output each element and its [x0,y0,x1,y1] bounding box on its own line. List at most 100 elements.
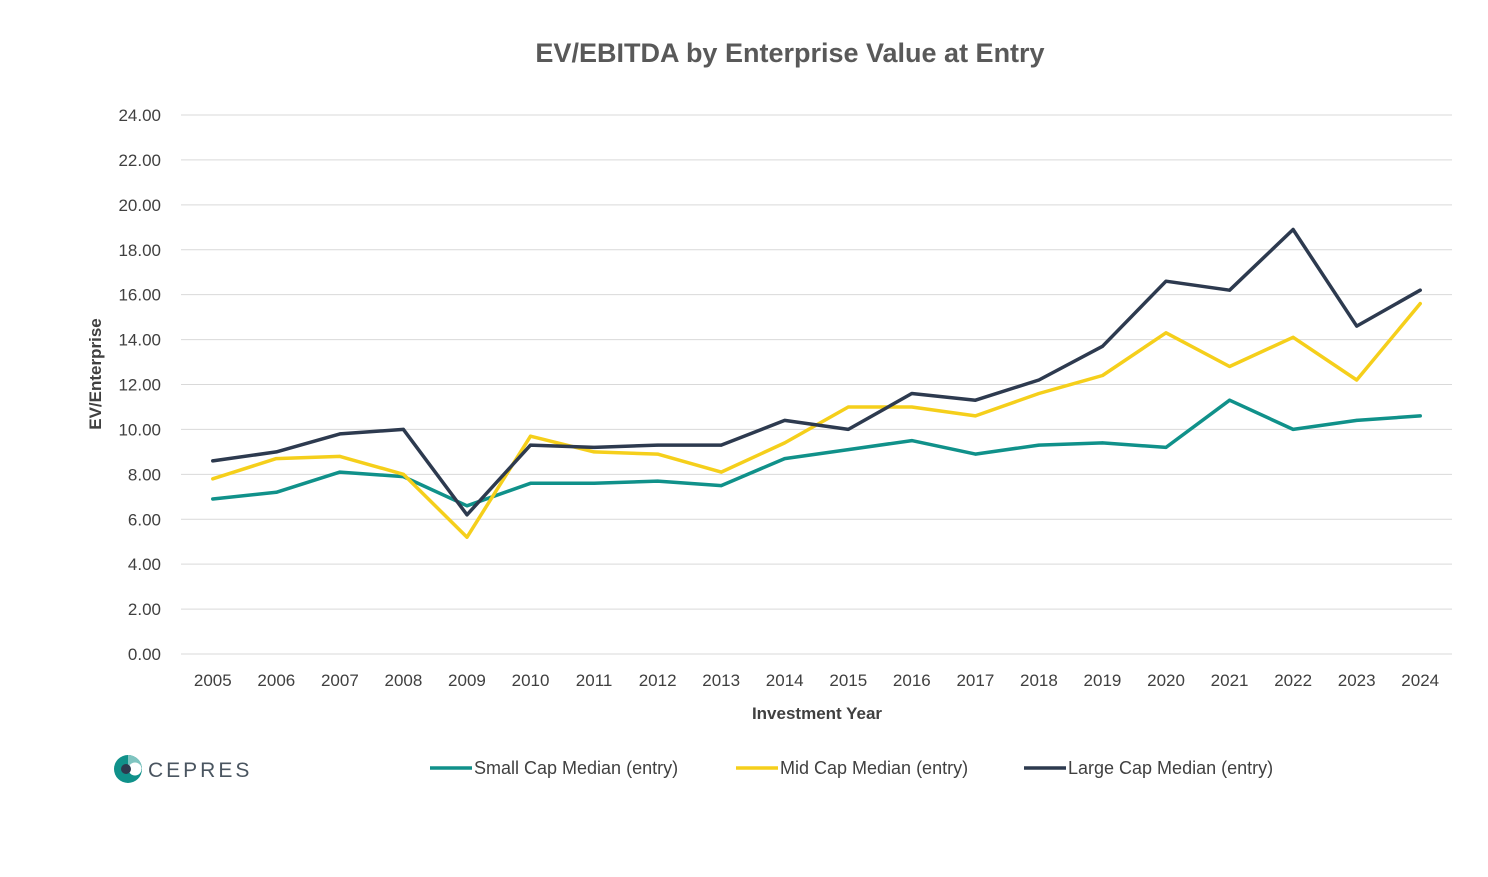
data-point [973,414,977,418]
data-point [719,443,723,447]
data-point [1418,302,1422,306]
data-point [338,470,342,474]
data-point [783,441,787,445]
series-line-2 [211,227,1422,517]
legend-item: Mid Cap Median (entry) [736,758,968,778]
data-point [274,490,278,494]
data-point [783,418,787,422]
y-tick-label: 12.00 [118,376,161,395]
data-point [338,432,342,436]
data-point [656,443,660,447]
y-axis-label: EV/Enterprise [86,318,105,430]
y-tick-label: 20.00 [118,196,161,215]
data-point [1355,324,1359,328]
y-tick-label: 10.00 [118,420,161,439]
data-point [592,445,596,449]
series-line-0 [211,398,1422,508]
x-tick-label: 2022 [1274,671,1312,690]
data-point [1355,378,1359,382]
series-0-points [211,398,1422,508]
y-tick-label: 24.00 [118,106,161,125]
data-point [1355,418,1359,422]
data-point [211,477,215,481]
data-point [1164,331,1168,335]
x-tick-label: 2014 [766,671,804,690]
x-tick-label: 2018 [1020,671,1058,690]
y-axis-ticks: 0.00 2.00 4.00 6.00 8.00 10.00 12.00 14.00 16.00… [118,106,161,664]
data-point [910,391,914,395]
data-point [592,481,596,485]
data-point [211,459,215,463]
data-point [274,457,278,461]
data-point [529,434,533,438]
data-point [1418,288,1422,292]
x-axis-label: Investment Year [752,704,882,723]
x-tick-label: 2011 [576,671,613,690]
x-tick-label: 2016 [893,671,931,690]
x-tick-label: 2015 [829,671,867,690]
data-point [910,405,914,409]
data-point [656,479,660,483]
x-tick-label: 2009 [448,671,486,690]
series-2-points [211,228,1422,517]
series-lines [211,227,1422,539]
data-point [465,504,469,508]
x-tick-label: 2012 [639,671,677,690]
x-tick-label: 2024 [1401,671,1439,690]
logo-text: CEPRES [148,759,252,782]
data-point [1228,398,1232,402]
data-point [465,535,469,539]
x-tick-label: 2013 [702,671,740,690]
data-point [1291,335,1295,339]
data-point [846,448,850,452]
data-point [1037,378,1041,382]
data-point [656,452,660,456]
chart-title: EV/EBITDA by Enterprise Value at Entry [535,38,1044,68]
data-point [465,513,469,517]
legend-label: Large Cap Median (entry) [1068,758,1273,778]
x-tick-label: 2007 [321,671,359,690]
data-point [1291,427,1295,431]
y-tick-label: 4.00 [128,555,161,574]
data-point [401,472,405,476]
y-tick-label: 8.00 [128,465,161,484]
data-point [1100,374,1104,378]
x-tick-label: 2005 [194,671,232,690]
x-tick-label: 2023 [1338,671,1376,690]
data-point [338,454,342,458]
data-point [910,439,914,443]
data-point [529,481,533,485]
data-point [1228,365,1232,369]
x-axis-ticks: 2005 2006 2007 2008 2009 2010 2011 2012 2013 2014… [194,671,1439,690]
x-tick-label: 2008 [385,671,423,690]
x-tick-label: 2021 [1211,671,1249,690]
legend-label: Mid Cap Median (entry) [780,758,968,778]
y-tick-label: 2.00 [128,600,161,619]
data-point [1037,443,1041,447]
data-point [1100,344,1104,348]
data-point [274,450,278,454]
data-point [1228,288,1232,292]
legend-label: Small Cap Median (entry) [474,758,678,778]
data-point [719,484,723,488]
y-tick-label: 14.00 [118,331,161,350]
data-point [846,427,850,431]
data-point [1037,391,1041,395]
legend-item: Small Cap Median (entry) [430,758,678,778]
y-tick-label: 6.00 [128,510,161,529]
data-point [1418,414,1422,418]
data-point [211,497,215,501]
y-tick-label: 16.00 [118,286,161,305]
data-point [1100,441,1104,445]
data-point [401,427,405,431]
x-tick-label: 2010 [512,671,550,690]
data-point [529,443,533,447]
data-point [1164,279,1168,283]
series-line-1 [211,301,1422,539]
x-tick-label: 2019 [1084,671,1122,690]
cepres-logo-mark-icon [114,755,142,783]
gridlines [181,114,1452,655]
data-point [846,405,850,409]
y-tick-label: 22.00 [118,151,161,170]
